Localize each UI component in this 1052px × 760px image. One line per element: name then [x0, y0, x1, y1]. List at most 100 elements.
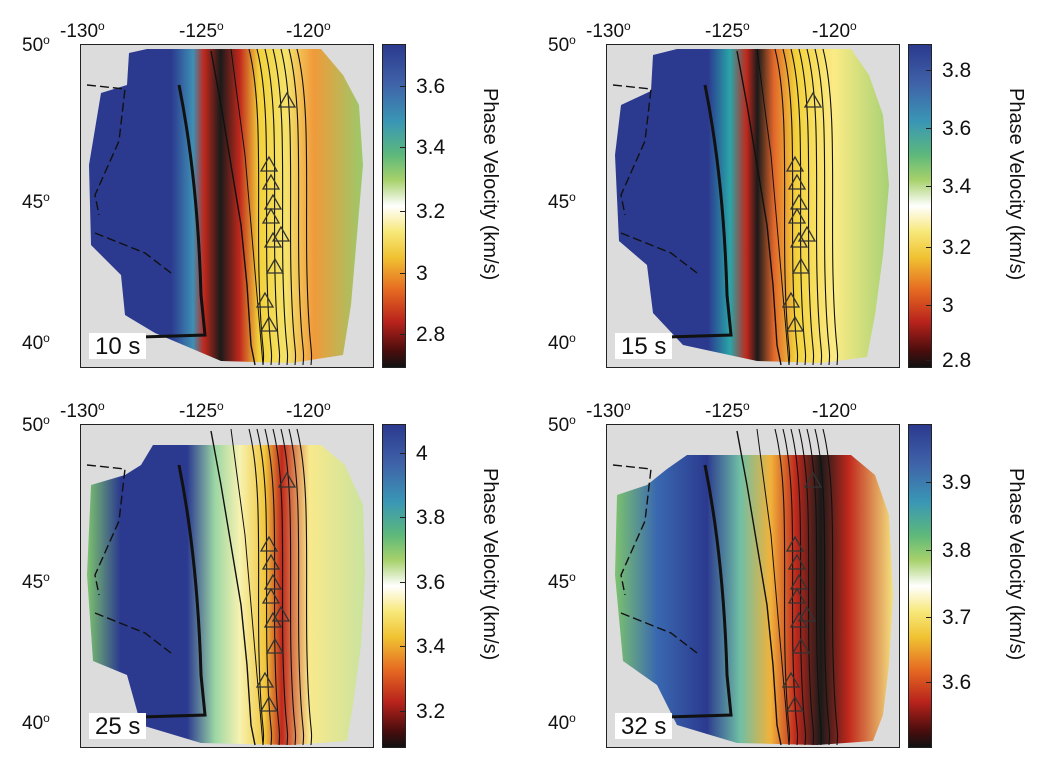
colorbar-tick-label: 3.4: [942, 174, 972, 198]
volcano-icon: [803, 471, 823, 488]
colorbar: [908, 44, 932, 368]
volcano-icon: [785, 315, 805, 332]
longitude-tick-label: -130o: [60, 19, 105, 42]
colorbar-tick-mark: [926, 69, 931, 71]
colorbar-tick-mark: [926, 617, 931, 619]
latitude-tick-label: 50o: [22, 33, 50, 56]
colorbar-tick-mark: [926, 549, 931, 551]
latitude-tick-label: 50o: [548, 33, 576, 56]
volcano-icon: [787, 207, 807, 224]
volcano-icon: [787, 553, 807, 570]
period-label: 10 s: [89, 332, 147, 359]
map-panel-32s: -130o -125o -120o 50o 45o 40o 32 s 3.9 3.8 3.7 3.6…: [526, 380, 1052, 760]
colorbar-tick-label: 3.2: [942, 235, 972, 259]
colorbar-tick-label: 3.6: [416, 74, 446, 98]
colorbar-tick-mark: [926, 481, 931, 483]
volcano-icon: [261, 207, 281, 224]
latitude-tick-label: 40o: [22, 331, 50, 354]
volcano-icon: [797, 605, 817, 622]
colorbar-tick-label: 3.4: [416, 136, 446, 160]
colorbar-tick-mark: [400, 517, 405, 519]
colorbar-tick-mark: [400, 211, 405, 213]
colorbar-tick-mark: [400, 646, 405, 648]
colorbar-tick-label: 3.7: [942, 606, 972, 630]
latitude-tick-label: 45o: [548, 570, 576, 593]
volcano-icon: [787, 587, 807, 604]
colorbar-tick-mark: [926, 681, 931, 683]
volcano-icon: [789, 611, 809, 628]
colorbar-tick-mark: [400, 333, 405, 335]
longitude-tick-label: -125o: [705, 19, 750, 42]
colorbar-tick-mark: [400, 581, 405, 583]
volcano-icon: [791, 257, 811, 274]
latitude-tick-label: 40o: [548, 331, 576, 354]
map-panel-10s: -130o -125o -120o 50o 45o 40o 10 s 3.6 3.4 3.2 3 2.…: [0, 0, 526, 380]
colorbar-axis-label: Phase Velocity (km/s): [1005, 468, 1027, 661]
volcano-icon: [789, 573, 809, 590]
colorbar-tick-label: 2.8: [942, 348, 972, 372]
colorbar-tick-mark: [400, 85, 405, 87]
colorbar-tick-mark: [400, 272, 405, 274]
volcano-icon: [265, 257, 285, 274]
colorbar-tick-label: 3: [416, 261, 428, 285]
volcano-icon: [259, 695, 279, 712]
volcano-icon: [789, 193, 809, 210]
longitude-tick-label: -120o: [286, 399, 331, 422]
colorbar: [382, 424, 406, 748]
volcano-icon: [261, 553, 281, 570]
volcano-icon: [789, 231, 809, 248]
colorbar-tick-mark: [926, 127, 931, 129]
colorbar-axis-label: Phase Velocity (km/s): [479, 468, 501, 661]
volcano-icon: [787, 173, 807, 190]
colorbar-tick-label: 3.6: [942, 116, 972, 140]
colorbar-tick-label: 3.9: [942, 470, 972, 494]
period-label: 25 s: [89, 712, 147, 739]
latitude-tick-label: 45o: [548, 190, 576, 213]
colorbar-axis-label: Phase Velocity (km/s): [1005, 88, 1027, 281]
velocity-map: 25 s: [80, 424, 374, 748]
colorbar-tick-mark: [400, 147, 405, 149]
volcano-icon: [781, 671, 801, 688]
colorbar-tick-label: 3.8: [942, 538, 972, 562]
longitude-tick-label: -120o: [812, 19, 857, 42]
velocity-map: 15 s: [606, 44, 900, 368]
volcano-icon: [277, 471, 297, 488]
period-label: 32 s: [615, 712, 673, 739]
map-panel-15s: -130o -125o -120o 50o 45o 40o 15 s 3.8 3.6 3.4 3.2…: [526, 0, 1052, 380]
colorbar-tick-label: 2.8: [416, 322, 446, 346]
map-panel-25s: -130o -125o -120o 50o 45o 40o 25 s 4 3.8 3.6 3.4 3.…: [0, 380, 526, 760]
volcano-icon: [259, 315, 279, 332]
volcano-icon: [803, 91, 823, 108]
volcano-icon: [271, 225, 291, 242]
volcano-icon: [797, 225, 817, 242]
latitude-tick-label: 40o: [22, 711, 50, 734]
volcano-icon: [791, 637, 811, 654]
colorbar-tick-mark: [926, 359, 931, 361]
colorbar-tick-label: 3: [942, 293, 954, 317]
velocity-map: 10 s: [80, 44, 374, 368]
colorbar-tick-label: 4: [416, 441, 428, 465]
longitude-tick-label: -120o: [286, 19, 331, 42]
longitude-tick-label: -125o: [179, 399, 224, 422]
colorbar-tick-mark: [926, 185, 931, 187]
volcano-icon: [785, 695, 805, 712]
volcano-icon: [263, 573, 283, 590]
volcano-icon: [263, 193, 283, 210]
latitude-tick-label: 50o: [548, 413, 576, 436]
colorbar: [382, 44, 406, 368]
colorbar-tick-label: 3.4: [416, 635, 446, 659]
longitude-tick-label: -120o: [812, 399, 857, 422]
colorbar-tick-label: 3.2: [416, 699, 446, 723]
latitude-tick-label: 50o: [22, 413, 50, 436]
volcano-icon: [261, 587, 281, 604]
colorbar-axis-label: Phase Velocity (km/s): [479, 88, 501, 281]
volcano-icon: [263, 231, 283, 248]
colorbar-tick-mark: [400, 452, 405, 454]
volcano-icon: [785, 535, 805, 552]
longitude-tick-label: -125o: [705, 399, 750, 422]
volcano-icon: [263, 611, 283, 628]
colorbar-tick-label: 3.6: [942, 670, 972, 694]
volcano-icon: [259, 155, 279, 172]
colorbar-tick-mark: [926, 304, 931, 306]
longitude-tick-label: -130o: [586, 19, 631, 42]
